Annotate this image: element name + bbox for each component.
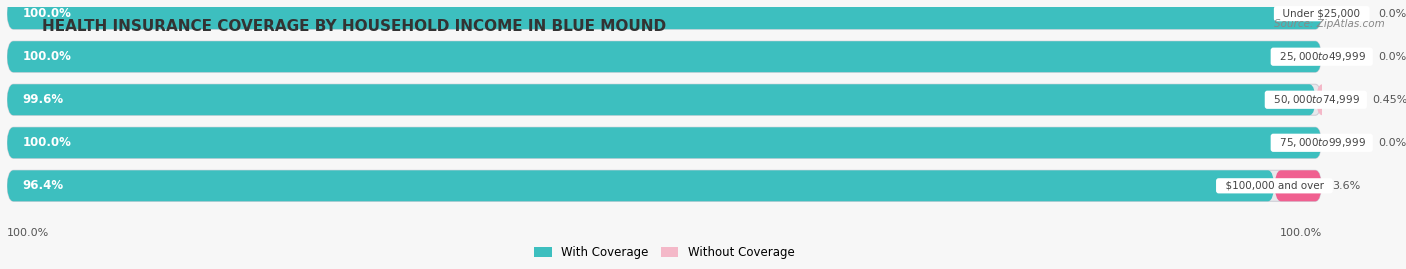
FancyBboxPatch shape [1322, 127, 1368, 158]
Text: 0.45%: 0.45% [1372, 95, 1406, 105]
FancyBboxPatch shape [7, 0, 1322, 29]
Text: 96.4%: 96.4% [22, 179, 63, 192]
Text: $75,000 to $99,999: $75,000 to $99,999 [1274, 136, 1371, 149]
Text: 100.0%: 100.0% [1279, 228, 1322, 238]
FancyBboxPatch shape [1316, 84, 1362, 115]
Legend: With Coverage, Without Coverage: With Coverage, Without Coverage [530, 241, 799, 264]
Text: 0.0%: 0.0% [1378, 9, 1406, 19]
Text: $25,000 to $49,999: $25,000 to $49,999 [1274, 50, 1371, 63]
Text: Source: ZipAtlas.com: Source: ZipAtlas.com [1274, 19, 1385, 29]
FancyBboxPatch shape [1322, 41, 1368, 72]
Text: 100.0%: 100.0% [22, 7, 72, 20]
Text: 3.6%: 3.6% [1333, 181, 1361, 191]
FancyBboxPatch shape [7, 127, 1322, 158]
FancyBboxPatch shape [7, 84, 1322, 115]
FancyBboxPatch shape [7, 170, 1274, 201]
Text: 0.0%: 0.0% [1378, 138, 1406, 148]
Text: 99.6%: 99.6% [22, 93, 63, 106]
FancyBboxPatch shape [7, 84, 1316, 115]
Text: $50,000 to $74,999: $50,000 to $74,999 [1267, 93, 1364, 106]
FancyBboxPatch shape [1274, 170, 1322, 201]
FancyBboxPatch shape [7, 170, 1322, 201]
Text: HEALTH INSURANCE COVERAGE BY HOUSEHOLD INCOME IN BLUE MOUND: HEALTH INSURANCE COVERAGE BY HOUSEHOLD I… [42, 19, 666, 34]
FancyBboxPatch shape [7, 0, 1322, 29]
Text: 0.0%: 0.0% [1378, 52, 1406, 62]
FancyBboxPatch shape [7, 41, 1322, 72]
Text: 100.0%: 100.0% [7, 228, 49, 238]
FancyBboxPatch shape [1322, 0, 1368, 29]
FancyBboxPatch shape [7, 41, 1322, 72]
Text: 100.0%: 100.0% [22, 136, 72, 149]
Text: $100,000 and over: $100,000 and over [1219, 181, 1330, 191]
Text: 100.0%: 100.0% [22, 50, 72, 63]
FancyBboxPatch shape [7, 127, 1322, 158]
Text: Under $25,000: Under $25,000 [1277, 9, 1367, 19]
